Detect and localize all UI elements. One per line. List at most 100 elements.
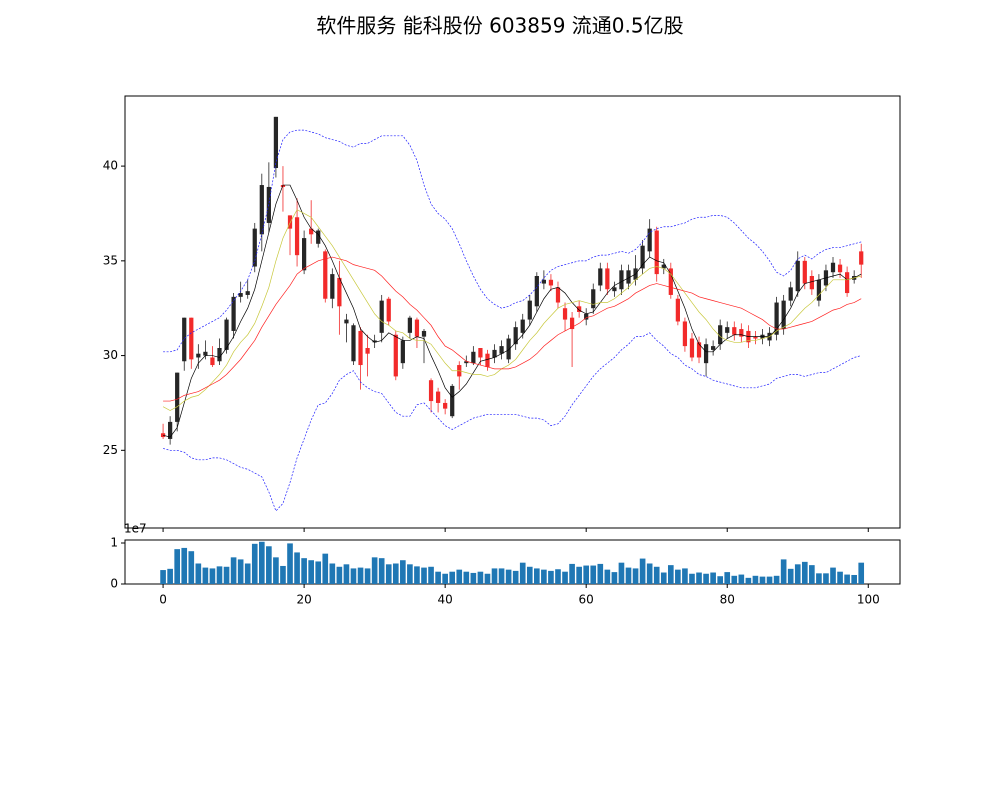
- candle-body: [718, 325, 723, 345]
- candle-body: [696, 342, 702, 358]
- volume-bar: [710, 572, 716, 584]
- volume-bar: [181, 547, 188, 584]
- volume-bar: [639, 558, 646, 584]
- volume-bar: [675, 569, 681, 584]
- candle-body: [443, 402, 448, 409]
- volume-bar: [689, 573, 695, 584]
- candle-body: [788, 287, 793, 301]
- candle-body: [513, 327, 518, 345]
- indicator-line: [162, 209, 862, 411]
- candle-body: [837, 264, 843, 273]
- candle-body: [555, 287, 561, 303]
- candle-body: [781, 300, 786, 330]
- volume-bar: [273, 557, 279, 584]
- volume-bar: [336, 566, 343, 584]
- y-tick-label: 30: [103, 348, 118, 362]
- candle-body: [203, 351, 208, 356]
- main-axes-frame: [124, 95, 901, 529]
- volume-bar: [230, 557, 237, 584]
- volume-bar: [724, 572, 731, 584]
- x-tick-label: 60: [579, 593, 594, 607]
- x-tick-label: 0: [159, 593, 167, 607]
- volume-bar: [160, 570, 166, 584]
- candle-body: [182, 317, 187, 362]
- volume-bar: [484, 573, 491, 584]
- candle-body: [647, 228, 652, 252]
- candle-body: [682, 321, 688, 347]
- candle-body: [661, 264, 666, 269]
- candle-body: [753, 336, 758, 339]
- volume-bar: [463, 571, 470, 584]
- candle-body: [238, 293, 243, 297]
- volume-bar: [660, 572, 667, 584]
- volume-bar: [562, 571, 568, 584]
- candle-body: [168, 421, 173, 439]
- candle-body: [217, 348, 222, 362]
- volume-bar: [555, 569, 561, 584]
- volume-bar: [251, 543, 258, 584]
- candle-body: [351, 325, 356, 362]
- volume-bar: [414, 566, 420, 584]
- candle-body: [541, 279, 546, 284]
- candle-body: [527, 300, 532, 320]
- volume-bar: [646, 563, 653, 584]
- volume-bar: [745, 577, 752, 584]
- candle-body: [358, 330, 363, 366]
- volume-bar: [392, 563, 399, 584]
- volume-bar: [794, 564, 801, 584]
- candle-body: [393, 334, 398, 377]
- candle-body: [577, 306, 582, 312]
- volume-bar: [223, 566, 230, 584]
- candle-body: [506, 338, 511, 360]
- volume-bar: [308, 560, 314, 584]
- volume-bar: [428, 566, 434, 584]
- candle-body: [534, 276, 539, 307]
- volume-bar: [717, 576, 723, 584]
- candle-body: [703, 344, 709, 364]
- volume-bar: [470, 572, 477, 584]
- volume-bar: [611, 572, 618, 584]
- candle-body: [725, 327, 730, 333]
- volume-bar: [237, 559, 244, 584]
- volume-bar: [456, 569, 463, 584]
- volume-bar: [421, 567, 427, 584]
- candle-body: [294, 217, 300, 256]
- volume-bar: [315, 561, 322, 584]
- volume-bar: [618, 562, 625, 584]
- volume-bar: [329, 563, 336, 584]
- indicator-line: [162, 184, 862, 438]
- volume-bar: [837, 571, 843, 584]
- x-tick-label: 40: [438, 593, 453, 607]
- volume-bar: [780, 559, 787, 584]
- candle-body: [774, 302, 779, 335]
- volume-bar: [322, 553, 329, 584]
- volume-bar: [759, 576, 766, 584]
- y-tick-label: 25: [103, 443, 118, 457]
- offset-label: 1e7: [124, 522, 147, 536]
- volume-bar: [202, 567, 209, 584]
- volume-bar: [477, 571, 484, 584]
- volume-bar: [244, 563, 251, 584]
- candle-body: [464, 361, 469, 364]
- volume-bar: [364, 568, 371, 584]
- candle-body: [259, 185, 264, 235]
- volume-bar: [731, 575, 738, 584]
- volume-bar: [787, 568, 794, 584]
- candle-body: [859, 251, 864, 265]
- candle-body: [562, 308, 568, 320]
- volume-bar: [541, 569, 547, 584]
- volume-bar: [442, 573, 448, 584]
- volume-bar: [350, 568, 357, 584]
- volume-bar: [357, 567, 364, 584]
- volume-bar: [167, 568, 173, 584]
- volume-bar: [371, 557, 378, 584]
- volume-bar: [385, 564, 392, 584]
- candle-body: [548, 279, 554, 286]
- y-tick-label: 35: [103, 253, 118, 267]
- volume-bar: [407, 564, 413, 584]
- y-tick-label: 40: [103, 159, 118, 173]
- candle-body: [668, 268, 673, 295]
- candle-body: [802, 260, 807, 284]
- volume-bar: [258, 541, 265, 584]
